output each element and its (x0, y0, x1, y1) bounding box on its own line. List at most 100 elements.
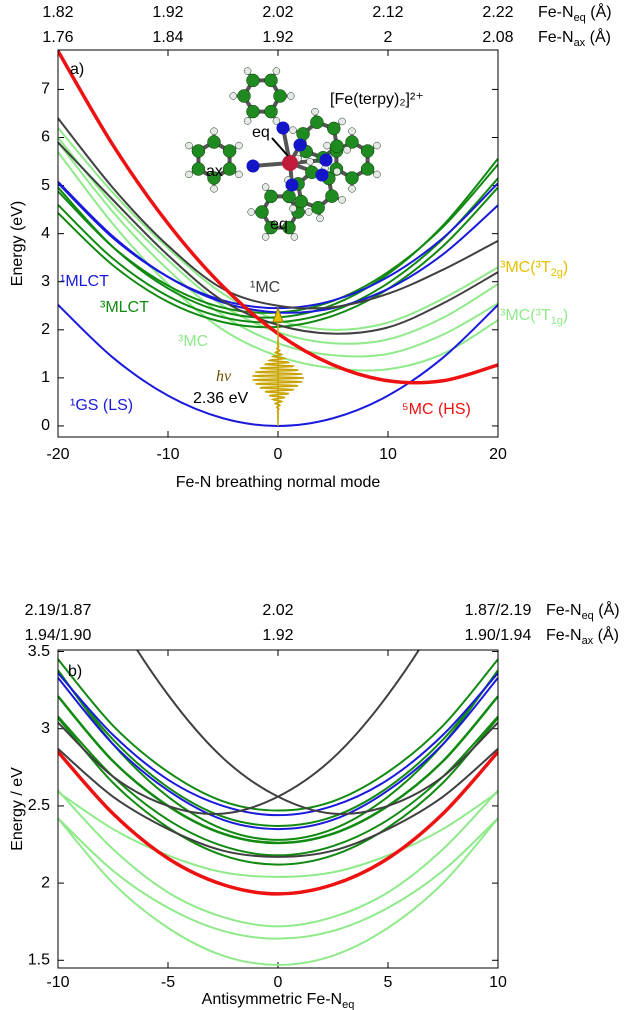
plot-frame (57, 49, 499, 438)
curve (58, 670, 498, 827)
panel-label: a) (70, 61, 84, 78)
molecule-atom (272, 67, 281, 75)
molecule-atom (293, 138, 307, 152)
x-tick-label: 10 (379, 446, 397, 463)
annotation-main: [Fe(terpy)₂]²⁺ (330, 91, 424, 108)
y-tick-label: 5 (41, 177, 50, 194)
molecule-atom (345, 171, 359, 185)
molecule-atom (373, 141, 381, 150)
curve (58, 658, 498, 812)
plot-area (58, 650, 498, 966)
annotation-after: ) (563, 307, 568, 324)
x-axis-label: Antisymmetric Fe-Neq (202, 991, 355, 1010)
molecule-atom (319, 153, 333, 167)
molecule-atom (282, 220, 296, 235)
annotation-sub: 2g (551, 267, 563, 279)
molecule-atom (246, 73, 260, 88)
molecule-atom (338, 117, 346, 126)
x-tick-label: 20 (489, 446, 507, 463)
molecule-atom (207, 171, 221, 185)
y-tick-label: 2 (41, 874, 50, 891)
annotation-main: ¹MLCT (60, 273, 109, 290)
y-tick-label: 1.5 (28, 952, 50, 969)
molecule-atom (222, 162, 237, 176)
annotation-main: ³MC(³T (500, 259, 551, 276)
x-tick-label: 5 (384, 974, 393, 991)
curve (58, 672, 498, 817)
annotation: ³MC(³T1g) (500, 307, 568, 327)
annotation: 2.36 eV (193, 390, 248, 407)
y-tick-label: 6 (41, 129, 50, 146)
curve (58, 791, 498, 878)
top-tick-label: 1.94/1.90 (25, 627, 92, 644)
annotation-main: ¹GS (LS) (70, 397, 133, 414)
curve (58, 715, 498, 857)
top-tick-label: 2.22 (482, 4, 513, 21)
molecule-atom (191, 162, 206, 176)
y-tick-label: 4 (41, 225, 50, 242)
x-tick-label: -5 (161, 974, 175, 991)
molecule-atom (246, 159, 260, 173)
molecule-atom (273, 89, 287, 103)
top-axis-label-sub: ax (582, 635, 594, 647)
molecule-atom (247, 208, 255, 216)
molecule-atom (345, 135, 359, 149)
top-axis-label-after: (Å) (594, 600, 620, 619)
x-axis-label-main: Antisymmetric Fe-N (202, 991, 342, 1008)
top-tick-label: 2.12 (372, 4, 403, 21)
molecule-atom (207, 135, 221, 149)
top-axis-label-sub: eq (574, 12, 586, 24)
molecule-atom (315, 168, 329, 182)
curve (58, 151, 498, 372)
plot-frame (57, 649, 499, 969)
molecule-atom (282, 155, 298, 171)
curve (58, 117, 498, 310)
y-axis-label: Energy (eV) (9, 201, 26, 286)
top-axis-label-sub: eq (582, 610, 594, 622)
curve (58, 650, 421, 815)
molecule-atom (311, 200, 325, 215)
top-tick-label: 1.90/1.94 (465, 627, 532, 644)
molecule-atom (243, 67, 252, 75)
annotation-main: 2.36 eV (193, 390, 248, 407)
curve (58, 817, 498, 966)
molecule-atom (338, 196, 346, 204)
molecule-atom (287, 92, 295, 100)
molecule-atom (373, 170, 381, 179)
molecule-atom (289, 126, 297, 134)
molecule-atom (255, 205, 269, 219)
top-tick-label: 2.02 (262, 602, 293, 619)
top-tick-label: 2 (384, 29, 393, 46)
molecule-atom (323, 141, 331, 150)
molecule-atom (285, 178, 299, 192)
annotation: eq (252, 124, 270, 141)
top-axis-label-main: Fe-N (546, 602, 582, 619)
molecule-atom (276, 121, 290, 135)
molecule-atom (330, 139, 344, 153)
curve (58, 817, 498, 940)
top-axis-label-after: (Å) (585, 27, 611, 46)
molecule-atom (261, 183, 270, 191)
top-axis-label-main: Fe-N (546, 627, 582, 644)
top-axis-label-sub: ax (574, 37, 586, 49)
molecule-atom (210, 185, 218, 193)
annotation: ¹MC (250, 279, 280, 296)
molecule-atom (290, 233, 299, 241)
top-tick-label: 2.02 (262, 4, 293, 21)
x-axis-label-sub: eq (342, 999, 354, 1010)
panel-label: b) (68, 663, 82, 680)
annotation: ¹MLCT (60, 273, 109, 290)
top-tick-label: 1.92 (152, 4, 183, 21)
molecule-atom (246, 104, 260, 119)
molecule-atom (305, 208, 313, 216)
annotation-after: ) (563, 259, 568, 276)
annotation-main: ³MLCT (100, 299, 149, 316)
x-tick-label: 10 (489, 974, 507, 991)
y-axis-label: Energy / eV (9, 767, 26, 851)
molecule-atom (235, 141, 243, 150)
molecule-atom (185, 170, 193, 179)
annotation-main: ¹MC (250, 279, 280, 296)
molecule-atom (264, 220, 278, 235)
